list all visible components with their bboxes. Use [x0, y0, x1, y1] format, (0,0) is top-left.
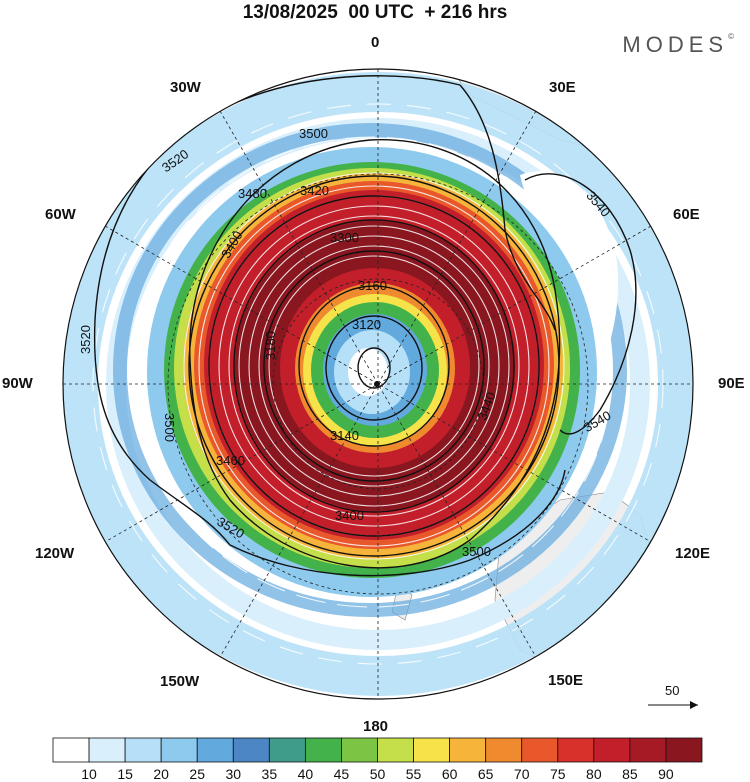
map-disk	[63, 69, 693, 699]
colorbar-tick-label: 45	[333, 766, 350, 782]
contour-3540	[524, 173, 637, 435]
lon-label-120w: 120W	[35, 545, 75, 562]
colorbar-swatch	[52, 737, 90, 763]
contour-label: 3480	[238, 186, 267, 201]
map-boundary	[62, 68, 694, 700]
contour-3120	[325, 315, 423, 421]
contour-label: 3500	[299, 126, 328, 141]
lon-label-60w: 60W	[45, 206, 76, 223]
colorbar-tick-label: 35	[261, 766, 278, 782]
height-contours	[93, 75, 637, 577]
contour-label: 3120	[352, 317, 381, 332]
brand-text: MODES	[622, 32, 729, 57]
contour-3300	[263, 250, 485, 482]
contour-label: 3300	[330, 230, 359, 245]
colorbar-tick-label: 55	[405, 766, 422, 782]
lon-label-90e: 90E	[718, 375, 745, 392]
colorbar-tick-label: 85	[622, 766, 638, 782]
contour-3180	[298, 285, 450, 447]
colorbar-swatch	[124, 737, 162, 763]
contour-3500	[189, 139, 561, 569]
lon-label-60e: 60E	[673, 206, 700, 223]
lon-label-180: 180	[363, 718, 389, 735]
colorbar	[52, 737, 703, 763]
lon-label-0: 0	[371, 34, 380, 51]
colorbar-swatch	[449, 737, 487, 763]
brand-logo: MODES©	[622, 32, 734, 58]
contour-label: 3160	[358, 278, 387, 293]
core-calm	[348, 348, 388, 396]
colorbar-tick-label: 10	[81, 766, 97, 782]
colorbar-swatch	[557, 737, 595, 763]
colorbar-tick-label: 65	[477, 766, 494, 782]
contour-label: 3400	[335, 508, 364, 523]
colorbar-tick-label: 15	[117, 766, 133, 782]
colorbar-tick-label: 30	[225, 766, 242, 782]
colorbar-swatch	[232, 737, 270, 763]
lon-label-30e: 30E	[549, 79, 576, 96]
colorbar-swatch	[196, 737, 234, 763]
vector-reference-arrow	[648, 701, 698, 709]
south-pole-marker	[374, 381, 380, 387]
contour-label: 3420	[300, 183, 329, 198]
colorbar-swatch	[593, 737, 631, 763]
contour-core	[357, 347, 391, 389]
lon-label-120e: 120E	[675, 545, 711, 562]
colorbar-swatch	[268, 737, 306, 763]
colorbar-tick-label: 20	[153, 766, 169, 782]
map-title: 13/08/2025 00 UTC + 216 hrs	[242, 2, 508, 23]
colorbar-tick-label: 80	[586, 766, 602, 782]
colorbar-swatch	[413, 737, 451, 763]
contour-label: 3520	[78, 325, 93, 354]
colorbar-swatch	[304, 737, 342, 763]
contour-3440	[208, 195, 540, 537]
contour-label: 3180	[263, 331, 278, 360]
colorbar-swatch	[88, 737, 126, 763]
colorbar-tick-label: 75	[549, 766, 566, 782]
colorbar-swatch	[485, 737, 523, 763]
colorbar-swatch	[377, 737, 414, 763]
vector-reference-label: 50	[665, 683, 680, 698]
colorbar-swatch	[629, 737, 667, 763]
colorbar-tick-label: 50	[369, 766, 386, 782]
colorbar-swatch	[521, 737, 559, 763]
contour-label: 3500	[462, 544, 491, 559]
colorbar-tick-label: 70	[513, 766, 530, 782]
contour-label: 3140	[330, 428, 359, 443]
brand-mark: ©	[728, 32, 734, 41]
lon-label-90w: 90W	[2, 375, 33, 392]
lon-label-150w: 150W	[160, 673, 200, 690]
lon-label-150e: 150E	[548, 672, 584, 689]
colorbar-tick-label: 25	[189, 766, 206, 782]
contour-label: 3500	[162, 413, 177, 442]
contour-3520-east	[459, 84, 556, 331]
colorbar-tick-label: 40	[297, 766, 314, 782]
colorbar-tick-label: 60	[441, 766, 458, 782]
lon-label-30w: 30W	[170, 79, 201, 96]
contour-label: 3460	[216, 453, 245, 468]
colorbar-tick-label: 90	[658, 766, 674, 782]
colorbar-swatch	[665, 737, 703, 763]
colorbar-swatch	[160, 737, 198, 763]
colorbar-swatch	[341, 737, 378, 763]
contour-3400	[233, 219, 515, 513]
